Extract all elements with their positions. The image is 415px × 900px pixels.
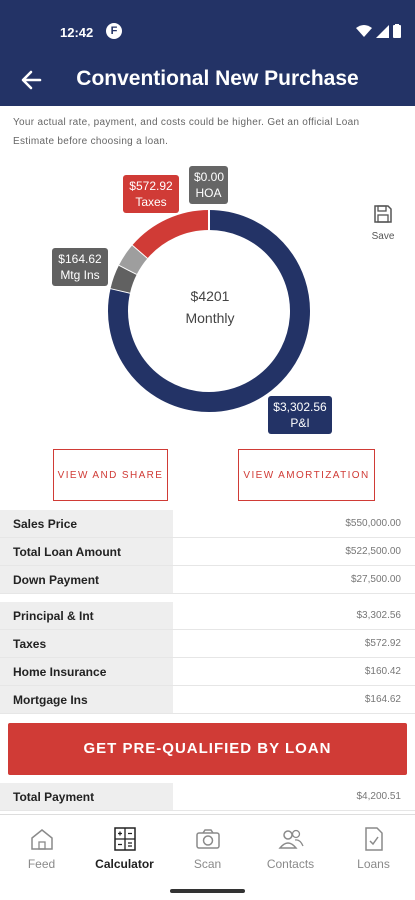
mtg-ins-tag: $164.62 Mtg Ins [52, 248, 108, 286]
chart-center-label: Monthly [185, 310, 235, 326]
view-and-share-button[interactable]: VIEW AND SHARE [53, 449, 168, 501]
pi-tag-amount: $3,302.56 [273, 400, 327, 414]
mtg-ins-tag-name: Mtg Ins [60, 268, 100, 282]
total-value: $4,200.51 [173, 783, 415, 810]
hoa-tag-amount: $0.00 [194, 170, 225, 184]
app-bar: Conventional New Purchase [0, 56, 415, 106]
home-indicator [170, 889, 245, 893]
bottom-navigation: Feed Calculator Scan Contacts Loans [0, 814, 415, 880]
status-bar: 12:42 F [0, 0, 415, 56]
calculator-icon [113, 827, 136, 851]
row-label: Home Insurance [0, 658, 173, 685]
row-label: Total Loan Amount [0, 538, 173, 565]
nav-label: Feed [27, 857, 56, 871]
camera-icon [195, 829, 220, 849]
payment-breakdown-table: Principal & Int $3,302.56 Taxes $572.92 … [0, 602, 415, 714]
pi-tag-name: P&I [290, 416, 310, 430]
nav-item-contacts[interactable]: Contacts [249, 815, 332, 880]
back-arrow-icon[interactable] [18, 66, 46, 94]
payment-donut-chart [0, 150, 415, 440]
table-row: Home Insurance $160.42 [0, 658, 415, 686]
donut-slice-mtg-ins [110, 264, 138, 293]
system-icons [356, 24, 401, 38]
row-label: Principal & Int [0, 602, 173, 629]
row-value: $3,302.56 [173, 602, 415, 629]
floppy-disk-icon [374, 205, 392, 223]
row-value: $164.62 [173, 686, 415, 713]
donut-svg [108, 210, 310, 412]
table-row: Mortgage Ins $164.62 [0, 686, 415, 714]
home-icon [30, 829, 53, 850]
page-title: Conventional New Purchase [76, 67, 359, 90]
nav-label: Calculator [95, 857, 154, 871]
signal-icon [376, 24, 389, 38]
table-row: Sales Price $550,000.00 [0, 510, 415, 538]
taxes-tag: $572.92 Taxes [123, 175, 179, 213]
status-time: 12:42 [60, 25, 94, 40]
nav-item-scan[interactable]: Scan [166, 815, 249, 880]
table-row: Total Payment $4,200.51 [0, 783, 415, 811]
total-payment-table: Total Payment $4,200.51 [0, 783, 415, 811]
taxes-tag-name: Taxes [135, 195, 167, 209]
row-value: $550,000.00 [173, 510, 415, 537]
get-pre-qualified-button[interactable]: GET PRE-QUALIFIED BY LOAN [8, 723, 407, 775]
view-amortization-button[interactable]: VIEW AMORTIZATION [238, 449, 375, 501]
donut-slice-home-insurance [119, 244, 148, 275]
row-label: Taxes [0, 630, 173, 657]
row-label: Mortgage Ins [0, 686, 173, 713]
table-row: Total Loan Amount $522,500.00 [0, 538, 415, 566]
table-row: Principal & Int $3,302.56 [0, 602, 415, 630]
document-check-icon [364, 827, 383, 851]
chart-center-amount: $4201 [190, 288, 230, 304]
table-row: Taxes $572.92 [0, 630, 415, 658]
donut-slice-taxes [132, 210, 210, 259]
hoa-tag-name: HOA [195, 186, 222, 200]
disclaimer-text: Your actual rate, payment, and costs cou… [13, 117, 360, 147]
hoa-tag: $0.00 HOA [189, 166, 228, 204]
nav-label: Contacts [266, 857, 315, 871]
donut-slice-p-i [108, 210, 310, 412]
wifi-icon [356, 24, 372, 37]
row-label: Down Payment [0, 566, 173, 593]
row-value: $27,500.00 [173, 566, 415, 593]
battery-icon [393, 24, 401, 38]
row-value: $522,500.00 [173, 538, 415, 565]
row-value: $572.92 [173, 630, 415, 657]
app-notification-icon: F [106, 23, 122, 39]
save-button[interactable]: Save [368, 204, 398, 242]
nav-item-feed[interactable]: Feed [0, 815, 83, 880]
total-label: Total Payment [0, 783, 173, 810]
loan-summary-table: Sales Price $550,000.00 Total Loan Amoun… [0, 510, 415, 594]
table-row: Down Payment $27,500.00 [0, 566, 415, 594]
mtg-ins-tag-amount: $164.62 [58, 252, 102, 266]
nav-item-calculator[interactable]: Calculator [83, 815, 166, 880]
nav-label: Scan [193, 857, 222, 871]
row-label: Sales Price [0, 510, 173, 537]
contacts-icon [277, 829, 304, 849]
nav-label: Loans [357, 857, 390, 871]
pi-tag: $3,302.56 P&I [268, 396, 332, 434]
taxes-tag-amount: $572.92 [129, 179, 173, 193]
save-label: Save [371, 231, 395, 242]
row-value: $160.42 [173, 658, 415, 685]
nav-item-loans[interactable]: Loans [332, 815, 415, 880]
